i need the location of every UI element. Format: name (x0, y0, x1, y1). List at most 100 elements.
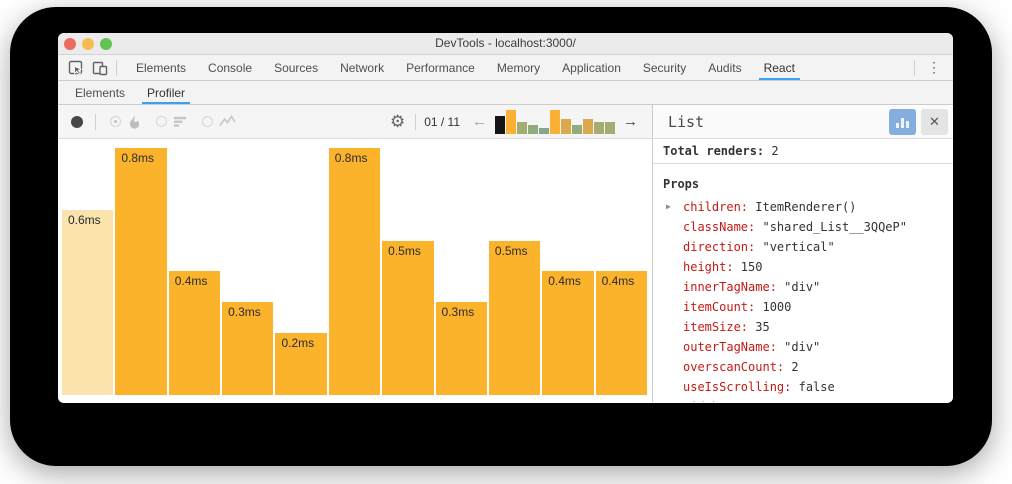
prop-key: overscanCount: (683, 360, 785, 374)
main-tabs: Elements Console Sources Network Performance… (125, 55, 806, 80)
gear-separator (415, 113, 417, 130)
selected-component-header: List ✕ (653, 105, 953, 138)
tab-application[interactable]: Application (562, 60, 621, 75)
next-commit-arrow[interactable]: → (623, 113, 638, 130)
settings-gear-icon[interactable]: ⚙ (389, 112, 406, 131)
tab-audits[interactable]: Audits (708, 60, 742, 75)
commit-bar-5[interactable]: 0.2ms (275, 333, 327, 395)
flame-icon (129, 115, 140, 129)
prop-value: 1000 (755, 300, 792, 314)
flamegraph-radio[interactable] (110, 116, 121, 127)
commit-bar-chart: 0.6ms 0.8ms 0.4ms 0.3ms 0.2ms 0.8ms 0.5ms 0.3ms… (62, 148, 647, 395)
react-subtab-bar: Elements Profiler (58, 81, 953, 105)
prop-key: height: (683, 260, 734, 274)
commit-bar-3[interactable]: 0.4ms (168, 271, 221, 395)
commit-bar-10[interactable]: 0.4ms (542, 271, 594, 395)
prop-key: itemSize: (683, 320, 749, 334)
total-renders-value: 2 (771, 144, 779, 158)
prop-key: width: (683, 400, 726, 402)
view-flamegraph-option[interactable] (110, 114, 142, 130)
tab-memory[interactable]: Memory (496, 60, 541, 75)
close-panel-button[interactable]: ✕ (921, 108, 948, 135)
prop-key: className: (683, 220, 756, 234)
props-list: ▶ children: ItemRenderer() className: "sha… (653, 197, 953, 402)
title-bar: DevTools - localhost:3000/ (58, 33, 953, 55)
commit-counter: 01 / 11 (424, 114, 460, 129)
view-interactions-option[interactable] (202, 114, 236, 129)
prop-value: "div" (776, 340, 821, 354)
prop-row-className: className: "shared_List__3QQeP" (653, 217, 953, 237)
commit-minimap (495, 109, 615, 134)
minimap-commit-5[interactable] (539, 127, 549, 134)
prop-key: children: (683, 200, 749, 214)
tab-network[interactable]: Network (340, 60, 385, 75)
prop-value: 35 (748, 320, 770, 334)
close-window-button[interactable] (64, 38, 76, 50)
tab-security[interactable]: Security (642, 60, 687, 75)
commit-bar-8[interactable]: 0.3ms (435, 302, 487, 395)
minimap-commit-10[interactable] (594, 121, 604, 134)
commit-bar-2[interactable]: 0.8ms (115, 148, 167, 395)
minimap-commit-8[interactable] (572, 124, 582, 134)
prop-value: "shared_List__3QQeP" (755, 220, 907, 234)
view-ranked-option[interactable] (156, 114, 188, 129)
prop-value: ItemRenderer() (748, 200, 857, 214)
prop-row-children[interactable]: ▶ children: ItemRenderer() (653, 197, 953, 217)
minimap-commit-4[interactable] (528, 124, 538, 134)
kebab-menu-icon[interactable]: ⋮ (927, 59, 941, 75)
prop-row-outerTagName: outerTagName: "div" (653, 337, 953, 357)
inspect-element-icon[interactable] (68, 60, 84, 76)
prop-row-height: height: 150 (653, 257, 953, 277)
prop-row-width: width: 300 (653, 397, 953, 402)
minimap-commit-7[interactable] (561, 118, 571, 134)
commit-bar-7[interactable]: 0.5ms (382, 241, 434, 395)
ranked-radio[interactable] (156, 116, 167, 127)
tab-performance[interactable]: Performance (406, 60, 475, 75)
interactions-radio[interactable] (202, 116, 213, 127)
subtab-profiler[interactable]: Profiler (136, 81, 196, 104)
toolbar-separator (116, 59, 117, 76)
minimap-commit-1-selected[interactable] (495, 115, 505, 134)
prop-row-overscanCount: overscanCount: 2 (653, 357, 953, 377)
expand-arrow-icon[interactable]: ▶ (666, 202, 671, 211)
tab-sources[interactable]: Sources (274, 60, 319, 75)
profiler-toolbar: ⚙ 01 / 11 ← → (58, 105, 653, 138)
minimize-window-button[interactable] (82, 38, 94, 50)
record-separator (95, 113, 96, 130)
component-name: List (668, 112, 705, 131)
prop-value: "vertical" (755, 240, 835, 254)
minimap-commit-3[interactable] (517, 121, 527, 134)
minimap-commit-6[interactable] (550, 109, 560, 134)
tab-console[interactable]: Console (208, 60, 253, 75)
traffic-lights (64, 38, 112, 50)
previous-commit-arrow[interactable]: ← (472, 113, 487, 130)
commit-bar-11[interactable]: 0.4ms (595, 271, 647, 395)
bar-chart-icon (896, 116, 909, 128)
prop-key: outerTagName: (683, 340, 777, 354)
commit-chart-pane: 0.6ms 0.8ms 0.4ms 0.3ms 0.2ms 0.8ms 0.5ms 0.3ms… (58, 139, 653, 402)
interactions-chart-icon (219, 115, 236, 126)
devtools-window: DevTools - localhost:3000/ (58, 33, 953, 403)
tab-elements[interactable]: Elements (136, 60, 187, 75)
subtab-elements[interactable]: Elements (75, 85, 126, 100)
prop-row-innerTagName: innerTagName: "div" (653, 277, 953, 297)
commit-bar-1-selected[interactable]: 0.6ms (62, 210, 114, 395)
commit-bar-6[interactable]: 0.8ms (328, 148, 381, 395)
commit-bar-4[interactable]: 0.3ms (222, 302, 274, 395)
prop-value: 150 (733, 260, 763, 274)
minimap-commit-11[interactable] (605, 121, 615, 134)
prop-key: innerTagName: (683, 280, 777, 294)
record-button[interactable] (71, 115, 83, 128)
prop-key: useIsScrolling: (683, 380, 792, 394)
minimap-commit-9[interactable] (583, 118, 593, 134)
commit-bar-9[interactable]: 0.5ms (488, 241, 541, 395)
toolbar-band: ⚙ 01 / 11 ← → List ✕ (58, 105, 953, 139)
devtools-menu: ⋮ (914, 55, 953, 80)
zoom-window-button[interactable] (100, 38, 112, 50)
minimap-commit-2[interactable] (506, 109, 516, 134)
prop-row-itemSize: itemSize: 35 (653, 317, 953, 337)
tab-react[interactable]: React (753, 55, 806, 80)
device-toolbar-icon[interactable] (92, 60, 108, 76)
devtools-tool-icons (58, 55, 125, 80)
view-component-chart-button[interactable] (889, 108, 916, 135)
